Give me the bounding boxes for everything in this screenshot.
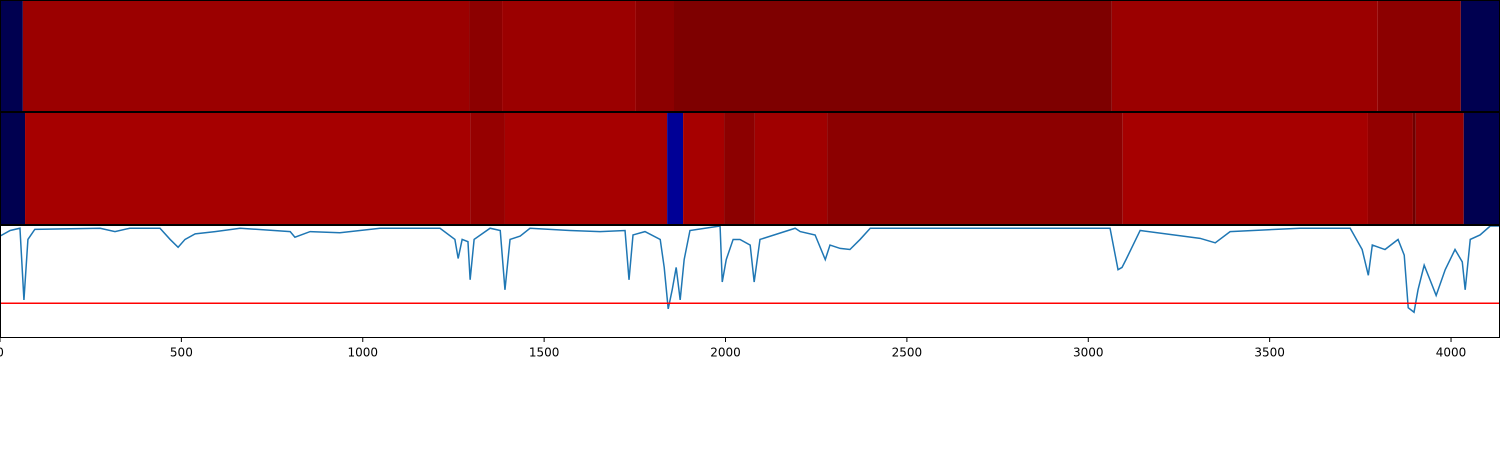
heat-segment [635,1,675,112]
heat-segment [470,113,505,225]
heat-segment [25,113,471,225]
heat-segment [504,113,668,225]
x-tick-label: 2500 [892,346,923,360]
x-tick-label: 3500 [1254,346,1285,360]
heat-segment [1463,113,1500,225]
heat-segment [827,113,1123,225]
x-tick-label: 500 [170,346,193,360]
heat-segment [1415,113,1464,225]
heat-segment [683,113,725,225]
heat-segment [0,113,26,225]
heat-segment [1367,113,1413,225]
panel-frame [0,225,1500,338]
heat-segment [667,113,684,225]
heat-segment [754,113,828,225]
heat-segment [1412,113,1416,225]
heat-segment [1460,1,1500,112]
x-tick-label: 0 [0,346,4,360]
heat-segment [1122,113,1368,225]
x-tick-label: 1000 [347,346,378,360]
x-tick-label: 2000 [710,346,741,360]
heat-segment [502,1,636,112]
heat-segment [724,113,755,225]
line-series [0,225,1500,314]
heat-segment [22,1,470,112]
x-tick-label: 1500 [529,346,560,360]
heat-segment [1377,1,1461,112]
x-tick-label: 4000 [1436,346,1467,360]
heat-segment [674,1,1112,112]
heat-segment [469,1,503,112]
heat-segment [0,1,23,112]
heat-segment [1111,1,1378,112]
x-tick-label: 3000 [1073,346,1104,360]
